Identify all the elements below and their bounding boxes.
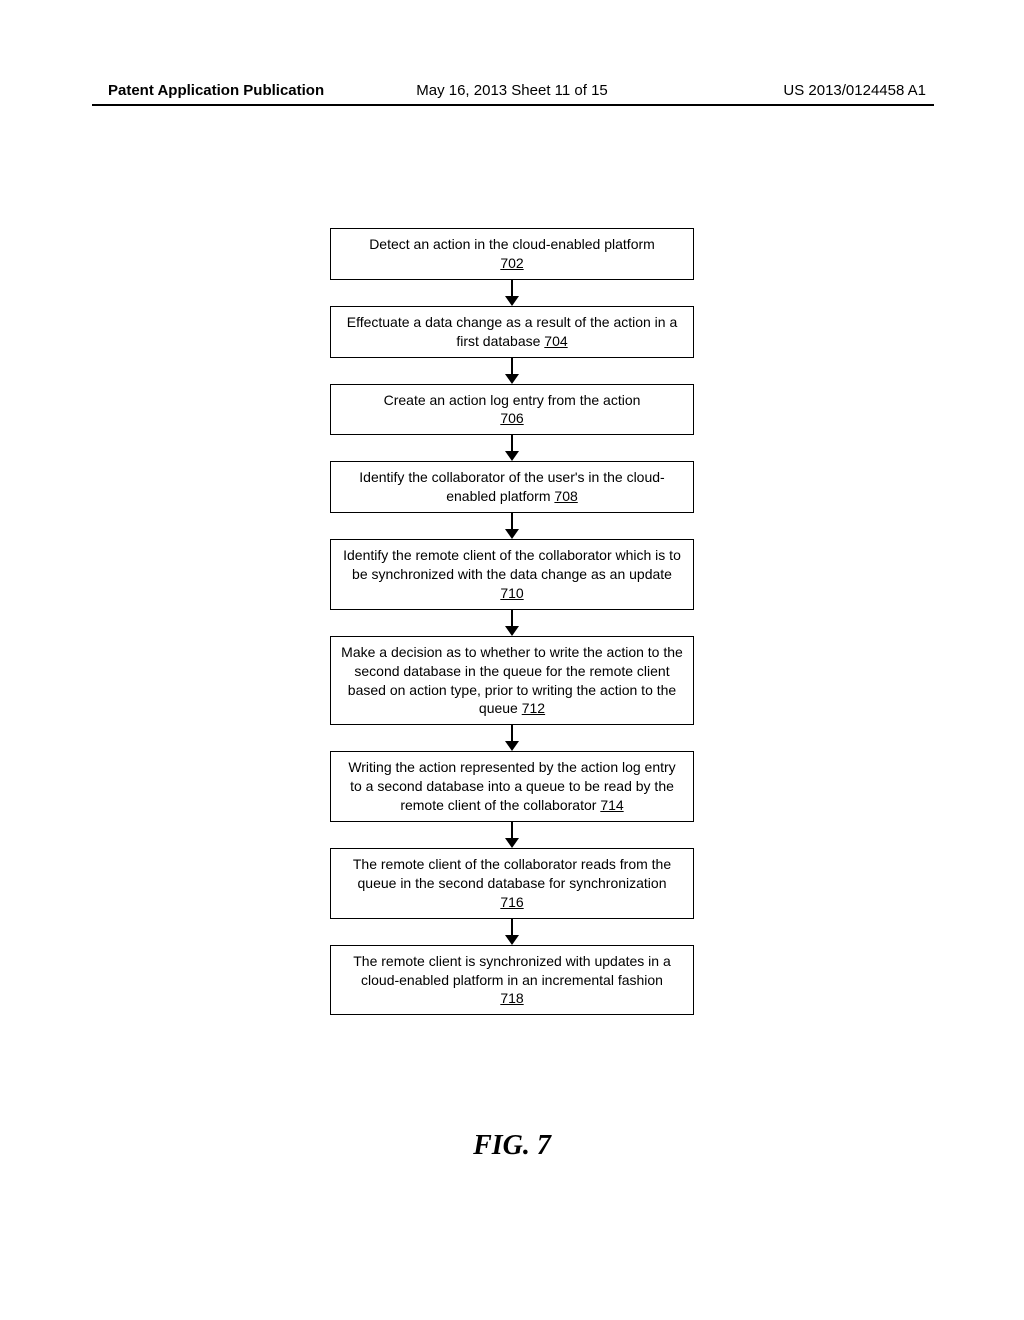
flow-box-ref: 712 [522,699,545,718]
page-header: Patent Application Publication May 16, 2… [0,82,1024,99]
flow-arrow [502,435,522,461]
figure-label: FIG. 7 [0,1130,1024,1162]
flow-box: Create an action log entry from the acti… [330,384,694,436]
flow-box: Effectuate a data change as a result of … [330,306,694,358]
flow-arrow [502,610,522,636]
flow-box-ref: 704 [544,332,567,351]
flow-box-text: Writing the action represented by the ac… [348,759,675,813]
flow-box: The remote client of the collaborator re… [330,848,694,919]
flow-box-ref: 716 [500,893,523,912]
flow-box-text: The remote client is synchronized with u… [353,953,671,988]
flow-arrow [502,358,522,384]
header-center: May 16, 2013 Sheet 11 of 15 [0,82,1024,99]
flow-box-text: Make a decision as to whether to write t… [341,644,683,717]
flow-box: Identify the collaborator of the user's … [330,461,694,513]
flow-box-ref: 714 [600,796,623,815]
flowchart: Detect an action in the cloud-enabled pl… [0,228,1024,1015]
flow-box: The remote client is synchronized with u… [330,945,694,1016]
flow-box-text: The remote client of the collaborator re… [353,856,671,891]
flow-arrow [502,280,522,306]
flow-box-ref: 708 [554,487,577,506]
flow-box-text: Detect an action in the cloud-enabled pl… [369,236,655,252]
flow-box: Identify the remote client of the collab… [330,539,694,610]
flow-box: Detect an action in the cloud-enabled pl… [330,228,694,280]
flow-box: Make a decision as to whether to write t… [330,636,694,726]
flow-box-text: Identify the remote client of the collab… [343,547,681,582]
header-rule [92,104,934,106]
flow-arrow [502,919,522,945]
flow-arrow [502,513,522,539]
flow-arrow [502,725,522,751]
flow-box-ref: 702 [500,254,523,273]
flow-box-ref: 718 [500,989,523,1008]
flow-box-text: Identify the collaborator of the user's … [359,469,664,504]
flow-box-text: Create an action log entry from the acti… [384,392,641,408]
flow-box-ref: 710 [500,584,523,603]
flow-box-ref: 706 [500,409,523,428]
flow-box: Writing the action represented by the ac… [330,751,694,822]
flow-box-text: Effectuate a data change as a result of … [347,314,678,349]
flow-arrow [502,822,522,848]
